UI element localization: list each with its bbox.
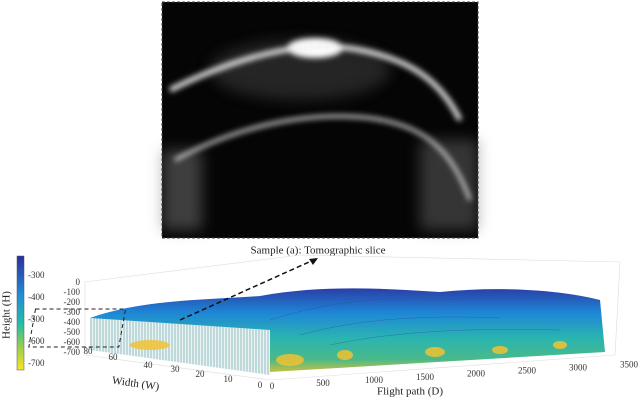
width-tick: 30 bbox=[171, 364, 181, 374]
colorbar-tick: -700 bbox=[28, 358, 45, 368]
height-tick: -600 bbox=[64, 337, 81, 347]
flight-tick: 0 bbox=[270, 381, 275, 391]
height-tick: -100 bbox=[64, 287, 81, 297]
width-tick: 20 bbox=[196, 369, 206, 379]
flight-axis-label: Flight path (D) bbox=[377, 386, 443, 398]
height-tick: 0 bbox=[76, 277, 81, 287]
colorbar-tick: -300 bbox=[28, 270, 45, 280]
flight-tick: 3500 bbox=[620, 359, 639, 369]
colorbar-tick: -500 bbox=[28, 314, 45, 324]
height-tick: -300 bbox=[64, 307, 81, 317]
flight-tick: 3000 bbox=[569, 362, 588, 372]
height-tick: -400 bbox=[64, 317, 81, 327]
width-tick: 80 bbox=[84, 346, 94, 356]
height-tick: -700 bbox=[64, 347, 81, 357]
width-tick: 40 bbox=[144, 360, 154, 370]
surface-plot bbox=[28, 254, 621, 381]
width-tick: 0 bbox=[258, 380, 263, 390]
width-tick: 10 bbox=[224, 374, 234, 384]
width-tick: 60 bbox=[109, 352, 119, 362]
tomographic-slice bbox=[161, 1, 479, 239]
width-axis-label: Width (W) bbox=[111, 375, 160, 394]
colorbar bbox=[16, 255, 25, 371]
flight-tick: 1500 bbox=[416, 372, 435, 382]
flight-tick: 1000 bbox=[365, 375, 384, 385]
height-tick: -500 bbox=[64, 327, 81, 337]
flight-tick: 2000 bbox=[467, 369, 486, 379]
colorbar-tick: -600 bbox=[28, 336, 45, 346]
height-tick: -200 bbox=[64, 297, 81, 307]
slice-caption: Sample (a): Tomographic slice bbox=[251, 245, 386, 257]
colorbar-tick: -400 bbox=[28, 292, 45, 302]
flight-tick: 500 bbox=[316, 378, 330, 388]
colorbar-label: Height (H) bbox=[1, 291, 13, 339]
flight-tick: 2500 bbox=[518, 366, 537, 376]
